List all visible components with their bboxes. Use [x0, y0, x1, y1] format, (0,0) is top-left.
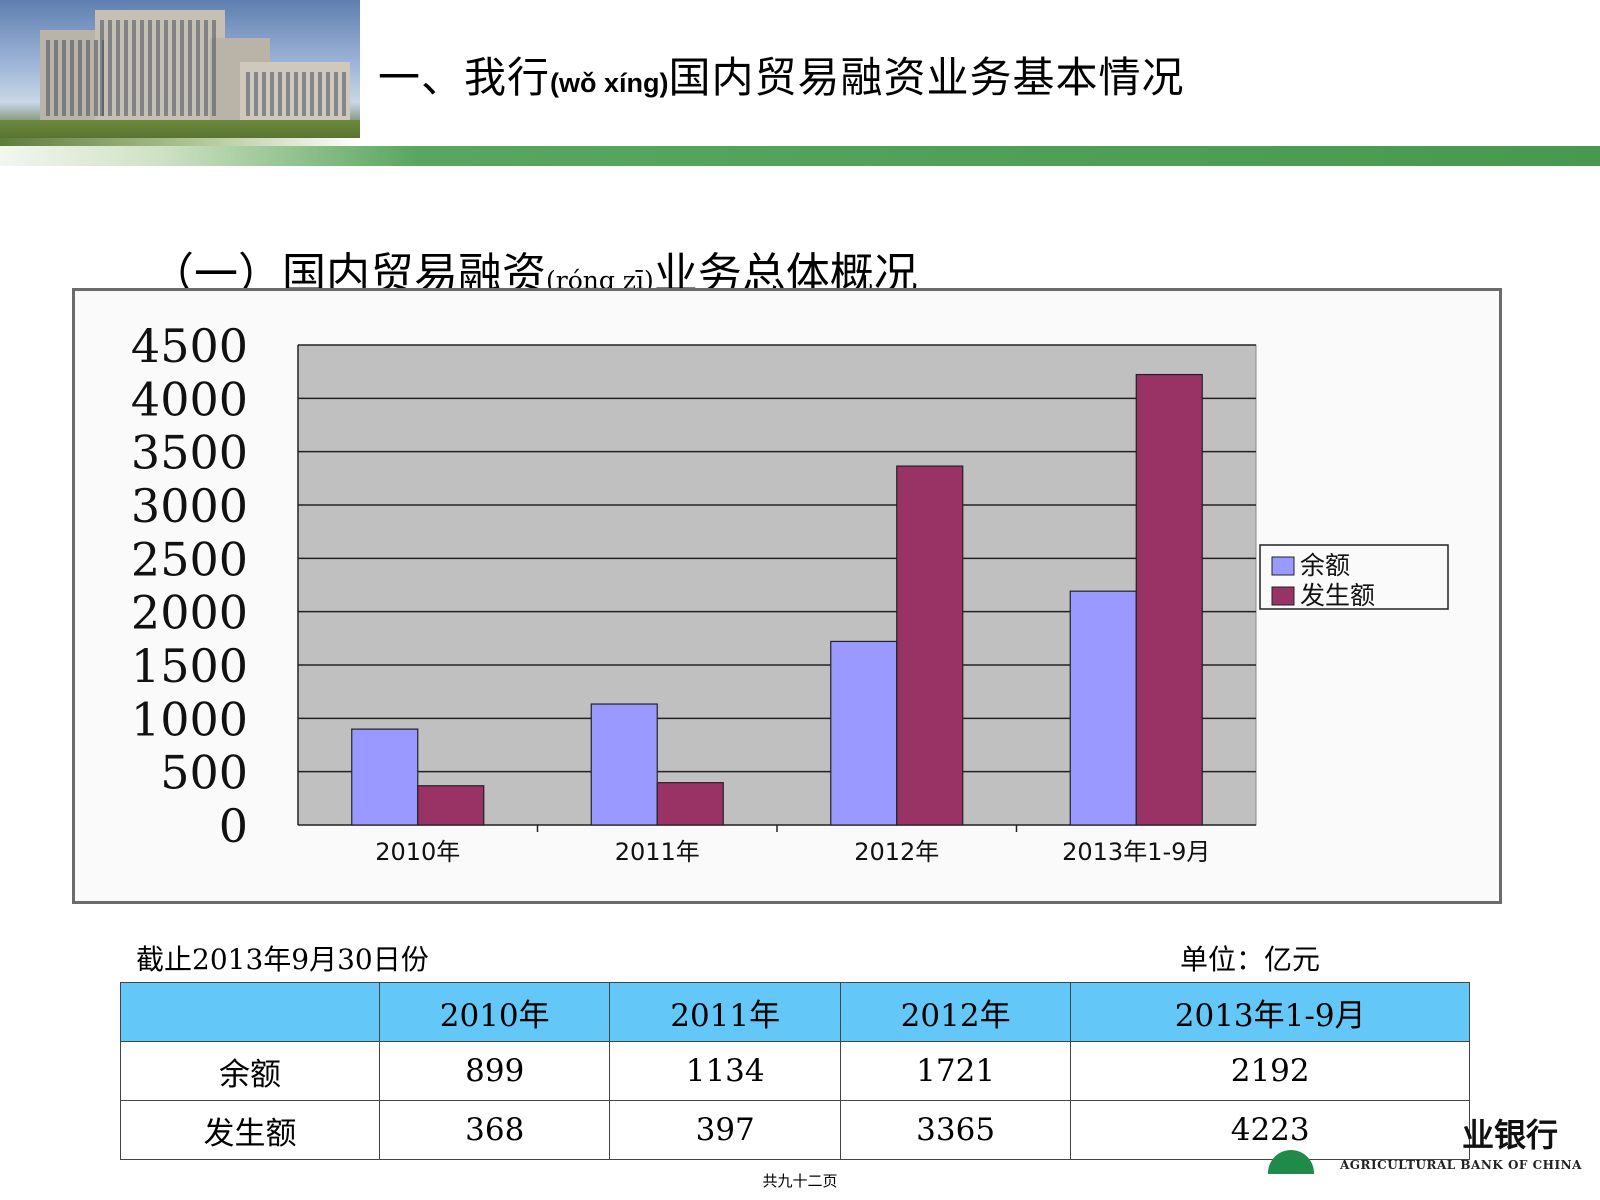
page-count: 共九十二页 [762, 1172, 838, 1190]
legend-label: 余额 [1300, 551, 1350, 580]
y-tick-label: 1500 [131, 639, 248, 693]
bar-issued [1135, 373, 1203, 826]
table-header-cell: 2013年1-9月 [1070, 982, 1470, 1042]
y-tick-label: 1000 [131, 692, 248, 746]
chart-frame: 0 500 1000 1500 2000 2500 3000 3500 4000 4500 2010… [72, 288, 1502, 904]
x-tick-label: 2010年 [375, 838, 460, 866]
y-tick-label: 4000 [131, 372, 248, 426]
table-header-cell: 2011年 [609, 982, 841, 1042]
y-tick-label: 2500 [131, 532, 248, 586]
page-title-prefix: 一、我行 [378, 53, 551, 102]
table-header-row: 2010年 2011年 2012年 2013年1-9月 [120, 982, 1470, 1042]
y-tick-label: 2000 [131, 586, 248, 640]
as-of-note: 截止2013年9月30日份 [136, 943, 429, 976]
table-row: 发生额 368 397 3365 4223 [120, 1100, 1470, 1160]
table-cell: 899 [378, 1041, 611, 1101]
table-cell: 3365 [839, 1100, 1072, 1160]
bank-name: 业银行 [1462, 1116, 1559, 1154]
bar-issued [656, 782, 724, 826]
table-cell: 368 [378, 1100, 611, 1160]
page-title-suffix: 国内贸易融资业务基本情况 [668, 53, 1185, 102]
y-tick-label: 3000 [131, 479, 248, 533]
header-divider-bar [0, 146, 1600, 166]
x-tick-label: 2012年 [854, 838, 939, 866]
y-tick-label: 0 [219, 799, 248, 853]
table-cell: 2192 [1070, 1041, 1470, 1101]
unit-note: 单位：亿元 [1180, 943, 1321, 976]
table-header-cell [120, 982, 380, 1042]
page-title: 一、我行(wǒ xíng)国内贸易融资业务基本情况 [378, 44, 1185, 105]
y-tick-label: 500 [160, 746, 248, 800]
table-header-cell: 2010年 [378, 982, 611, 1042]
x-tick-label: 2013年1-9月 [1062, 838, 1210, 866]
header-building-photo [0, 0, 360, 146]
legend-swatch [1271, 556, 1295, 576]
table-cell: 1721 [839, 1041, 1072, 1101]
bar-issued [896, 465, 964, 826]
legend-label: 发生额 [1300, 581, 1375, 610]
legend-swatch [1271, 586, 1295, 606]
bar-balance [830, 640, 898, 826]
bank-name-english: AGRICULTURAL BANK OF CHINA [1340, 1158, 1582, 1172]
data-table: 2010年 2011年 2012年 2013年1-9月 余额 899 1134 … [120, 982, 1470, 1160]
page-title-pinyin: (wǒ xíng) [550, 68, 669, 98]
table-cell: 397 [609, 1100, 841, 1160]
y-tick-label: 4500 [131, 319, 248, 373]
bar-balance [1069, 590, 1137, 826]
y-tick-label: 3500 [131, 426, 248, 480]
bar-balance [590, 703, 658, 826]
table-cell: 4223 [1070, 1100, 1470, 1160]
table-row: 余额 899 1134 1721 2192 [120, 1041, 1470, 1101]
row-label: 余额 [120, 1041, 380, 1101]
x-tick-label: 2011年 [615, 838, 700, 866]
table-header-cell: 2012年 [839, 982, 1072, 1042]
bar-balance [351, 728, 419, 826]
table-cell: 1134 [609, 1041, 841, 1101]
bar-issued [417, 785, 485, 826]
row-label: 发生额 [120, 1100, 380, 1160]
